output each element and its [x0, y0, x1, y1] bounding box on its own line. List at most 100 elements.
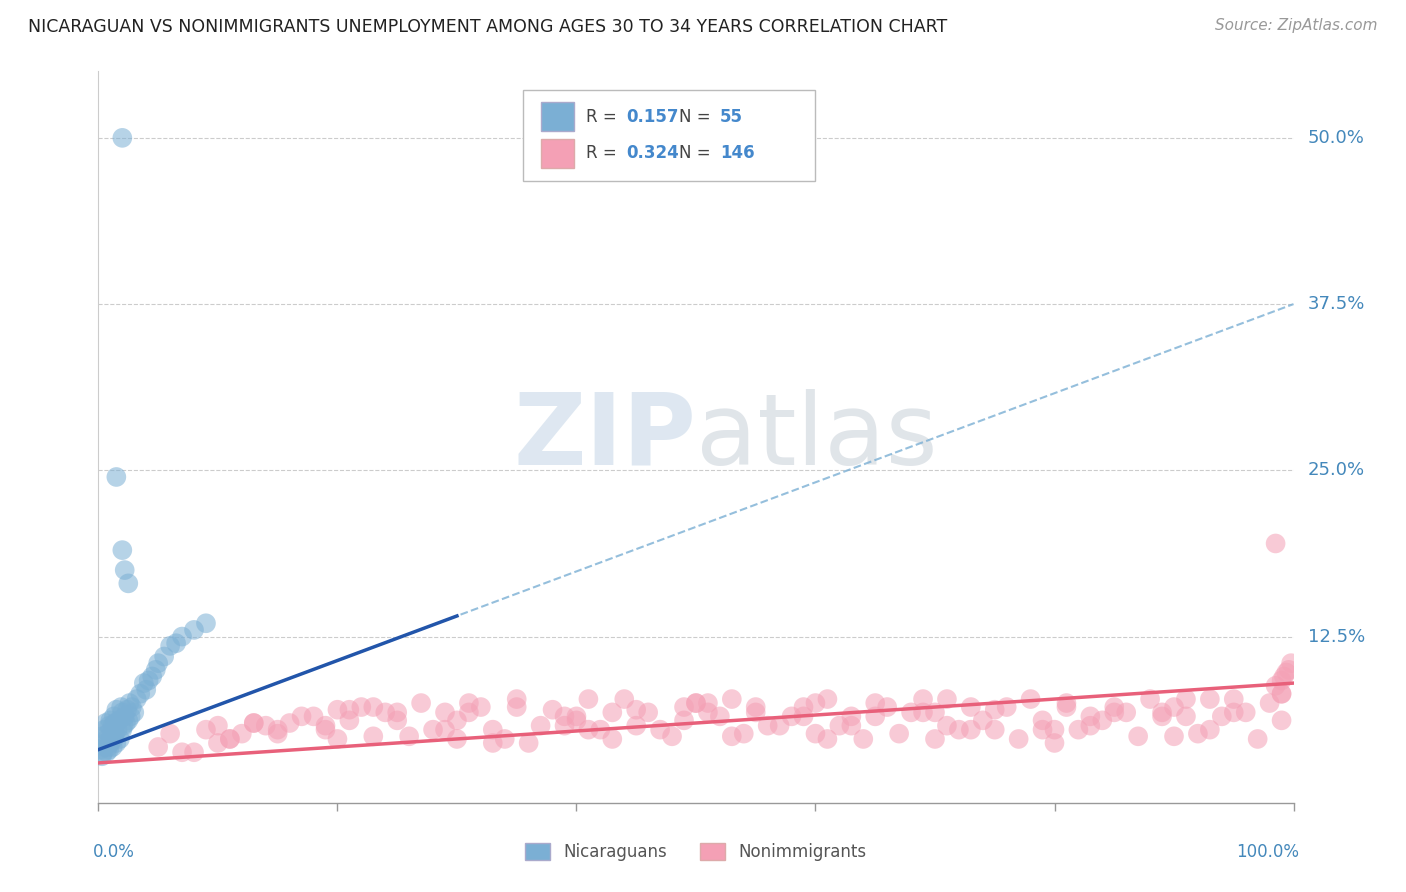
- Point: [90, 742, 112, 756]
- Point: [911, 706, 934, 720]
- Point: [207, 736, 229, 750]
- Point: [1264, 536, 1286, 550]
- Point: [112, 719, 135, 733]
- Point: [541, 703, 564, 717]
- Point: [267, 723, 290, 737]
- Point: [183, 745, 205, 759]
- Point: [613, 692, 636, 706]
- Point: [637, 706, 659, 720]
- Text: N =: N =: [679, 145, 716, 162]
- Point: [107, 723, 129, 737]
- Point: [815, 692, 838, 706]
- Point: [936, 719, 959, 733]
- Point: [745, 706, 768, 720]
- Point: [302, 709, 325, 723]
- Point: [107, 714, 129, 728]
- Point: [828, 719, 851, 733]
- Text: Source: ZipAtlas.com: Source: ZipAtlas.com: [1215, 18, 1378, 33]
- Point: [363, 700, 385, 714]
- Point: [114, 563, 136, 577]
- Point: [422, 723, 444, 737]
- Point: [1271, 714, 1294, 728]
- Point: [120, 709, 142, 723]
- Text: R =: R =: [586, 145, 621, 162]
- Text: ZIP: ZIP: [513, 389, 696, 485]
- Point: [434, 706, 457, 720]
- Point: [103, 709, 125, 723]
- Point: [101, 719, 124, 733]
- Point: [243, 716, 266, 731]
- Text: 55: 55: [720, 108, 742, 126]
- Point: [565, 714, 588, 728]
- Point: [804, 696, 827, 710]
- Point: [530, 719, 553, 733]
- Point: [350, 700, 373, 714]
- Point: [1264, 679, 1286, 693]
- Point: [876, 700, 898, 714]
- Text: 0.324: 0.324: [627, 145, 679, 162]
- Point: [111, 543, 134, 558]
- Point: [1223, 706, 1246, 720]
- Point: [697, 696, 720, 710]
- Point: [1278, 663, 1301, 677]
- Point: [1056, 696, 1078, 710]
- Point: [924, 706, 946, 720]
- Text: 37.5%: 37.5%: [1308, 295, 1365, 313]
- Point: [91, 729, 114, 743]
- Point: [125, 692, 148, 706]
- Point: [315, 723, 337, 737]
- Point: [104, 716, 127, 731]
- Bar: [541, 102, 574, 131]
- Point: [326, 731, 349, 746]
- Point: [602, 731, 624, 746]
- Point: [117, 714, 139, 728]
- Point: [865, 696, 887, 710]
- Point: [685, 696, 707, 710]
- Point: [132, 676, 155, 690]
- Point: [105, 470, 128, 484]
- Point: [398, 729, 420, 743]
- Point: [385, 714, 409, 728]
- Point: [94, 736, 117, 750]
- Point: [1139, 692, 1161, 706]
- Point: [1272, 669, 1295, 683]
- Point: [554, 719, 576, 733]
- Point: [117, 576, 139, 591]
- Point: [91, 745, 114, 759]
- Point: [1080, 719, 1102, 733]
- Point: [124, 706, 146, 720]
- FancyBboxPatch shape: [523, 90, 815, 181]
- Point: [517, 736, 540, 750]
- Text: 146: 146: [720, 145, 755, 162]
- Point: [648, 723, 672, 737]
- Point: [1175, 692, 1198, 706]
- Text: 25.0%: 25.0%: [1308, 461, 1365, 479]
- Point: [110, 700, 132, 714]
- Point: [626, 719, 648, 733]
- Point: [315, 719, 337, 733]
- Point: [278, 716, 301, 731]
- Point: [481, 736, 505, 750]
- Point: [481, 723, 505, 737]
- Point: [841, 719, 863, 733]
- Text: 100.0%: 100.0%: [1236, 843, 1299, 861]
- Point: [685, 696, 707, 710]
- Point: [111, 131, 134, 145]
- Point: [98, 714, 122, 728]
- Point: [111, 723, 134, 737]
- Point: [121, 700, 143, 714]
- Point: [363, 729, 385, 743]
- Text: 12.5%: 12.5%: [1308, 628, 1365, 646]
- Legend: Nicaraguans, Nonimmigrants: Nicaraguans, Nonimmigrants: [519, 836, 873, 868]
- Point: [889, 726, 911, 740]
- Point: [411, 696, 433, 710]
- Point: [115, 716, 138, 731]
- Point: [1115, 706, 1137, 720]
- Point: [924, 731, 946, 746]
- Point: [114, 709, 136, 723]
- Point: [554, 709, 576, 723]
- Point: [267, 726, 290, 740]
- Point: [111, 706, 134, 720]
- Point: [458, 706, 481, 720]
- Point: [960, 723, 983, 737]
